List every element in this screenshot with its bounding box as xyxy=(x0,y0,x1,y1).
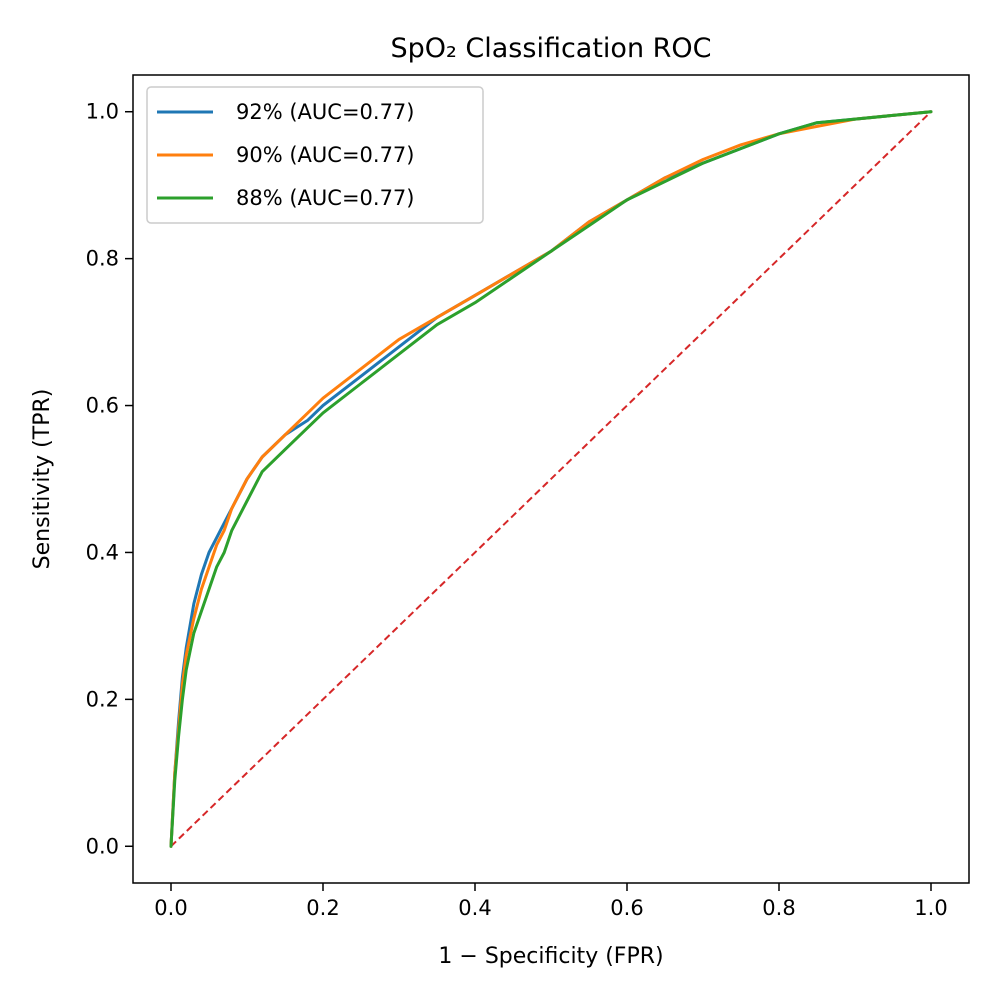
x-tick-label: 0.2 xyxy=(306,896,339,920)
legend-label: 90% (AUC=0.77) xyxy=(236,143,415,167)
x-tick-label: 0.8 xyxy=(762,896,795,920)
legend: 92% (AUC=0.77) 90% (AUC=0.77) 88% (AUC=0.7… xyxy=(146,86,484,224)
x-axis-label: 1 − Specificity (FPR) xyxy=(438,944,663,969)
legend-label: 92% (AUC=0.77) xyxy=(236,100,415,124)
y-tick-label: 0.8 xyxy=(86,247,119,271)
x-tick-label: 1.0 xyxy=(914,896,947,920)
roc-series-line-1 xyxy=(169,110,933,848)
y-tick-label: 0.4 xyxy=(86,540,119,564)
chart-title: SpO₂ Classification ROC xyxy=(390,33,711,64)
plot-frame xyxy=(132,74,970,884)
y-axis: 0.0 0.2 0.4 0.6 0.8 1.0 xyxy=(86,100,133,858)
x-axis: 0.0 0.2 0.4 0.6 0.8 1.0 xyxy=(154,883,948,920)
x-tick-label: 0.0 xyxy=(154,896,187,920)
x-tick-label: 0.6 xyxy=(610,896,643,920)
plot-area xyxy=(169,110,933,848)
x-tick-label: 0.4 xyxy=(458,896,491,920)
y-tick-label: 1.0 xyxy=(86,100,119,124)
y-tick-label: 0.6 xyxy=(86,394,119,418)
y-tick-label: 0.2 xyxy=(86,687,119,711)
y-axis-label: Sensitivity (TPR) xyxy=(30,389,55,570)
legend-label: 88% (AUC=0.77) xyxy=(236,186,415,210)
chance-reference-line xyxy=(170,111,932,847)
y-tick-label: 0.0 xyxy=(86,834,119,858)
legend-box xyxy=(146,86,484,224)
roc-series-line-2 xyxy=(169,110,933,848)
